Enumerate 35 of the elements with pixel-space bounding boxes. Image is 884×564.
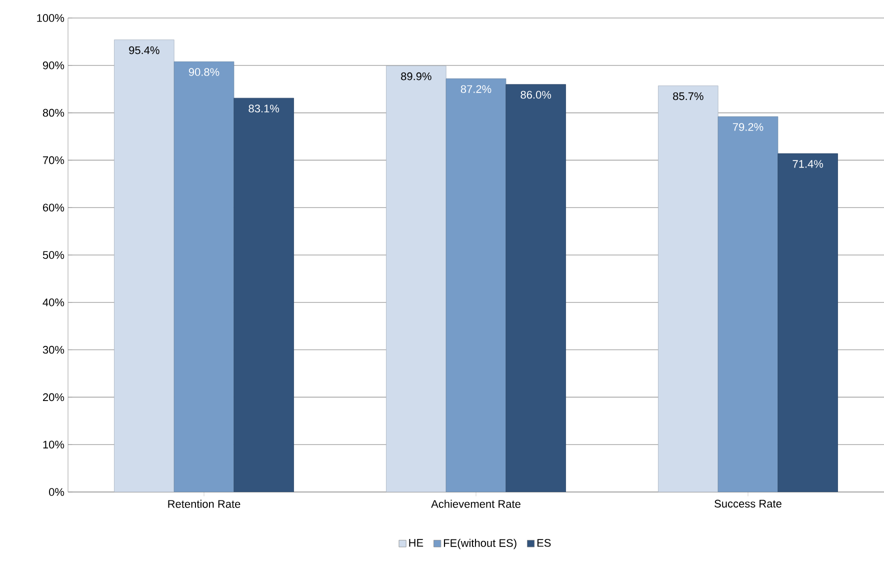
data-label: 79.2% xyxy=(732,123,764,131)
bar xyxy=(778,153,838,492)
y-tick-label: 70% xyxy=(43,156,64,164)
x-tick-label: Retention Rate xyxy=(168,500,240,508)
y-tick-label: 20% xyxy=(43,393,64,402)
y-tick-label: 30% xyxy=(42,346,64,354)
y-tick-label: 10% xyxy=(43,440,64,448)
y-tick-label: 40% xyxy=(42,298,64,306)
y-tick-label: 50% xyxy=(42,251,64,259)
x-tick-label: Achievement Rate xyxy=(431,500,520,508)
y-tick-label: 90% xyxy=(42,62,64,70)
bar xyxy=(234,98,294,492)
x-tick-label: Success Rate xyxy=(714,500,782,508)
data-label: 95.4% xyxy=(129,46,160,54)
data-label: 89.9% xyxy=(401,72,432,80)
bar xyxy=(386,66,446,492)
bar xyxy=(506,84,566,492)
y-tick-label: 0% xyxy=(49,488,64,496)
legend-label: FE(without ES) xyxy=(444,538,516,550)
data-label: 90.8% xyxy=(188,68,220,76)
bar xyxy=(174,61,234,492)
data-label: 85.7% xyxy=(673,92,704,100)
data-label: 87.2% xyxy=(460,85,492,93)
y-tick-label: 100% xyxy=(37,14,64,22)
bar xyxy=(446,78,506,492)
bar xyxy=(718,116,778,492)
bar xyxy=(658,86,718,492)
y-tick-label: 60% xyxy=(43,204,64,212)
data-label: 86.0% xyxy=(520,90,552,99)
legend-label: ES xyxy=(537,539,551,547)
data-label: 83.1% xyxy=(248,104,280,112)
legend-label: HE xyxy=(409,539,424,547)
data-label: 71.4% xyxy=(792,160,824,168)
y-tick-label: 80% xyxy=(42,108,64,117)
bar xyxy=(114,40,174,492)
